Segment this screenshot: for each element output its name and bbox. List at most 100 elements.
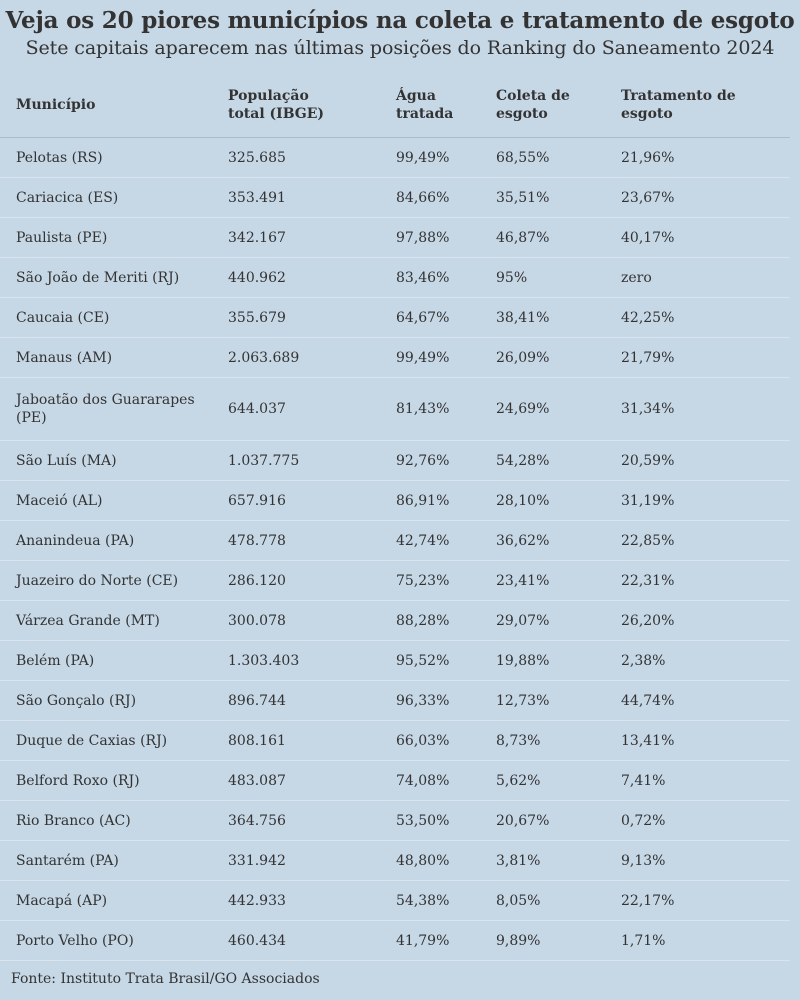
- cell-agua-tratada: 66,03%: [396, 732, 450, 749]
- cell-municipio: São Gonçalo (RJ): [16, 692, 137, 709]
- cell-tratamento-esgoto: zero: [621, 269, 652, 286]
- table-row: São Luís (MA) 1.037.775 92,76% 54,28% 20,59%: [0, 441, 790, 481]
- cell-municipio: Jaboatão dos Guararapes (PE): [16, 392, 195, 426]
- cell-coleta-esgoto: 8,05%: [496, 892, 541, 909]
- table-row: São Gonçalo (RJ) 896.744 96,33% 12,73% 44,74…: [0, 681, 790, 721]
- table-row: Belém (PA) 1.303.403 95,52% 19,88% 2,38%: [0, 641, 790, 681]
- table-row: Ananindeua (PA) 478.778 42,74% 36,62% 22,85%: [0, 521, 790, 561]
- cell-coleta-esgoto: 68,55%: [496, 149, 550, 166]
- page-title: Veja os 20 piores municípios na coleta e…: [5, 7, 795, 34]
- cell-tratamento-esgoto: 2,38%: [621, 652, 666, 669]
- cell-tratamento-esgoto: 21,79%: [621, 349, 675, 366]
- ranking-table: Município População total (IBGE) Água tr…: [0, 78, 790, 961]
- cell-tratamento-esgoto: 31,34%: [621, 401, 675, 417]
- cell-municipio: Porto Velho (PO): [16, 932, 134, 949]
- cell-coleta-esgoto: 36,62%: [496, 532, 550, 549]
- cell-agua-tratada: 95,52%: [396, 652, 450, 669]
- cell-municipio: Maceió (AL): [16, 492, 103, 509]
- cell-tratamento-esgoto: 44,74%: [621, 692, 675, 709]
- cell-municipio: Macapá (AP): [16, 892, 108, 909]
- cell-populacao: 331.942: [228, 852, 286, 869]
- cell-coleta-esgoto: 19,88%: [496, 652, 550, 669]
- cell-populacao: 364.756: [228, 812, 286, 829]
- cell-tratamento-esgoto: 22,31%: [621, 572, 675, 589]
- cell-populacao: 460.434: [228, 932, 286, 949]
- cell-tratamento-esgoto: 22,85%: [621, 532, 675, 549]
- cell-agua-tratada: 48,80%: [396, 852, 450, 869]
- cell-agua-tratada: 88,28%: [396, 612, 450, 629]
- cell-tratamento-esgoto: 26,20%: [621, 612, 675, 629]
- cell-agua-tratada: 92,76%: [396, 452, 450, 469]
- cell-municipio: Pelotas (RS): [16, 149, 103, 166]
- cell-tratamento-esgoto: 21,96%: [621, 149, 675, 166]
- cell-tratamento-esgoto: 7,41%: [621, 772, 666, 789]
- cell-agua-tratada: 54,38%: [396, 892, 450, 909]
- table-body: Pelotas (RS) 325.685 99,49% 68,55% 21,96% Car…: [0, 138, 790, 961]
- cell-coleta-esgoto: 20,67%: [496, 812, 550, 829]
- cell-agua-tratada: 86,91%: [396, 492, 450, 509]
- cell-populacao: 1.037.775: [228, 452, 300, 469]
- cell-tratamento-esgoto: 20,59%: [621, 452, 675, 469]
- table-row: Paulista (PE) 342.167 97,88% 46,87% 40,17%: [0, 218, 790, 258]
- cell-tratamento-esgoto: 42,25%: [621, 309, 675, 326]
- cell-coleta-esgoto: 3,81%: [496, 852, 541, 869]
- table-row: Juazeiro do Norte (CE) 286.120 75,23% 23,41…: [0, 561, 790, 601]
- table-row: Jaboatão dos Guararapes (PE) 644.037 81,43…: [0, 378, 790, 441]
- cell-populacao: 286.120: [228, 572, 286, 589]
- cell-municipio: Santarém (PA): [16, 852, 119, 869]
- cell-coleta-esgoto: 38,41%: [496, 309, 550, 326]
- cell-municipio: Duque de Caxias (RJ): [16, 732, 168, 749]
- header-agua: Água tratada: [396, 88, 454, 122]
- cell-populacao: 342.167: [228, 229, 286, 246]
- cell-populacao: 325.685: [228, 149, 286, 166]
- table-row: São João de Meriti (RJ) 440.962 83,46% 95% z…: [0, 258, 790, 298]
- header-tratamento: Tratamento de esgoto: [621, 88, 736, 122]
- cell-coleta-esgoto: 95%: [496, 269, 528, 286]
- cell-agua-tratada: 99,49%: [396, 349, 450, 366]
- cell-municipio: Juazeiro do Norte (CE): [16, 572, 179, 589]
- cell-tratamento-esgoto: 40,17%: [621, 229, 675, 246]
- table-row: Manaus (AM) 2.063.689 99,49% 26,09% 21,79%: [0, 338, 790, 378]
- table-row: Santarém (PA) 331.942 48,80% 3,81% 9,13%: [0, 841, 790, 881]
- cell-agua-tratada: 99,49%: [396, 149, 450, 166]
- cell-agua-tratada: 96,33%: [396, 692, 450, 709]
- cell-tratamento-esgoto: 22,17%: [621, 892, 675, 909]
- cell-agua-tratada: 74,08%: [396, 772, 450, 789]
- cell-populacao: 478.778: [228, 532, 286, 549]
- cell-coleta-esgoto: 8,73%: [496, 732, 541, 749]
- cell-agua-tratada: 97,88%: [396, 229, 450, 246]
- cell-tratamento-esgoto: 13,41%: [621, 732, 675, 749]
- table-row: Caucaia (CE) 355.679 64,67% 38,41% 42,25%: [0, 298, 790, 338]
- cell-municipio: Paulista (PE): [16, 229, 108, 246]
- cell-coleta-esgoto: 26,09%: [496, 349, 550, 366]
- header-coleta: Coleta de esgoto: [496, 88, 570, 122]
- cell-populacao: 808.161: [228, 732, 286, 749]
- cell-municipio: Várzea Grande (MT): [16, 612, 160, 629]
- cell-populacao: 353.491: [228, 189, 286, 206]
- cell-coleta-esgoto: 12,73%: [496, 692, 550, 709]
- table-row: Macapá (AP) 442.933 54,38% 8,05% 22,17%: [0, 881, 790, 921]
- cell-municipio: Manaus (AM): [16, 349, 113, 366]
- table-row: Rio Branco (AC) 364.756 53,50% 20,67% 0,72%: [0, 801, 790, 841]
- table-row: Pelotas (RS) 325.685 99,49% 68,55% 21,96%: [0, 138, 790, 178]
- table-row: Várzea Grande (MT) 300.078 88,28% 29,07% 26,…: [0, 601, 790, 641]
- cell-coleta-esgoto: 28,10%: [496, 492, 550, 509]
- cell-tratamento-esgoto: 23,67%: [621, 189, 675, 206]
- cell-agua-tratada: 81,43%: [396, 401, 450, 417]
- cell-agua-tratada: 42,74%: [396, 532, 450, 549]
- cell-populacao: 896.744: [228, 692, 286, 709]
- cell-municipio: Belém (PA): [16, 652, 95, 669]
- cell-agua-tratada: 83,46%: [396, 269, 450, 286]
- cell-populacao: 300.078: [228, 612, 286, 629]
- cell-coleta-esgoto: 24,69%: [496, 401, 550, 417]
- table-row: Duque de Caxias (RJ) 808.161 66,03% 8,73% 13…: [0, 721, 790, 761]
- table-header: Município População total (IBGE) Água tr…: [0, 78, 790, 138]
- table-row: Belford Roxo (RJ) 483.087 74,08% 5,62% 7,41%: [0, 761, 790, 801]
- cell-coleta-esgoto: 23,41%: [496, 572, 550, 589]
- cell-agua-tratada: 41,79%: [396, 932, 450, 949]
- cell-agua-tratada: 53,50%: [396, 812, 450, 829]
- header-municipio: Município: [16, 97, 96, 113]
- cell-municipio: Belford Roxo (RJ): [16, 772, 140, 789]
- cell-tratamento-esgoto: 1,71%: [621, 932, 666, 949]
- cell-coleta-esgoto: 54,28%: [496, 452, 550, 469]
